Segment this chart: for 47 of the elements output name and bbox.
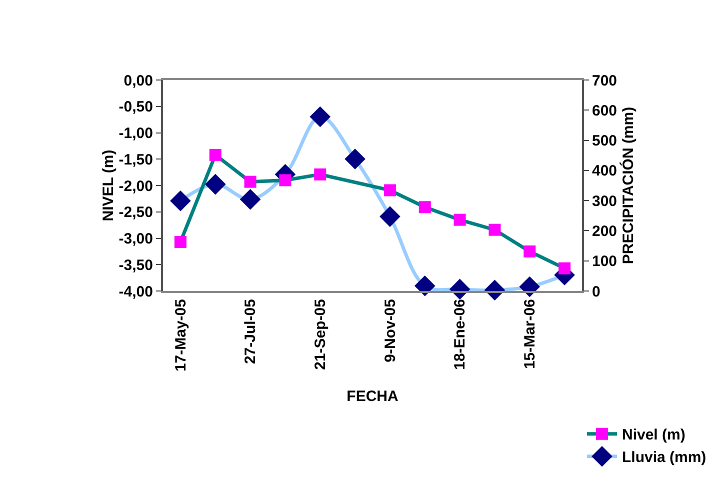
y2-tick-label: 600 xyxy=(592,102,618,120)
point xyxy=(310,106,331,128)
y2-tick-label: 400 xyxy=(592,162,618,180)
x-tick-label: 21-Sep-05 xyxy=(312,299,330,370)
y-tick-label: -3,50 xyxy=(118,256,153,274)
y2-tick-label: 100 xyxy=(592,253,618,270)
x-tick-label: 9-Nov-05 xyxy=(382,299,399,362)
point xyxy=(524,245,536,258)
point xyxy=(279,174,292,186)
y2-tick-label: 500 xyxy=(592,132,618,150)
point xyxy=(380,206,400,227)
y-tick-label: -2,50 xyxy=(118,204,153,222)
point xyxy=(314,168,326,180)
point xyxy=(244,176,256,188)
legend-label: Lluvia (mm) xyxy=(622,449,706,466)
x-tick-label: 18-Ene-06 xyxy=(452,299,469,370)
point xyxy=(240,188,261,210)
y-axis-title: NIVEL (m) xyxy=(100,150,117,222)
point xyxy=(209,148,222,161)
point xyxy=(170,190,191,212)
point xyxy=(454,214,466,226)
y-tick-label: -0,50 xyxy=(118,98,153,116)
y2-tick-label: 200 xyxy=(592,222,618,240)
point xyxy=(418,201,431,214)
point xyxy=(384,184,396,196)
x-tick-label: 17-May-05 xyxy=(172,299,190,372)
y2-tick-label: 700 xyxy=(592,72,618,90)
x-axis-title: FECHA xyxy=(346,388,398,406)
y2-tick-label: 0 xyxy=(592,283,600,300)
point xyxy=(519,276,540,298)
point xyxy=(488,224,501,236)
y-tick-label: 0,00 xyxy=(124,72,153,90)
legend-label: Nivel (m) xyxy=(622,426,686,444)
point xyxy=(414,275,436,296)
point xyxy=(558,262,571,274)
point xyxy=(204,174,226,195)
y-tick-label: -3,00 xyxy=(118,230,153,248)
y-tick-label: -1,00 xyxy=(118,125,153,142)
y2-axis-title: PRECIPITACIÓN (mm) xyxy=(619,106,638,264)
y2-tick-label: 300 xyxy=(592,192,618,210)
y-tick-label: -1,50 xyxy=(118,151,153,168)
y-tick-label: -2,00 xyxy=(118,178,153,195)
point xyxy=(344,148,366,170)
x-tick-label: 15-Mar-06 xyxy=(521,299,538,370)
y-tick-label: -4,00 xyxy=(118,283,153,300)
point xyxy=(174,236,186,248)
x-tick-label: 27-Jul-05 xyxy=(242,299,260,364)
